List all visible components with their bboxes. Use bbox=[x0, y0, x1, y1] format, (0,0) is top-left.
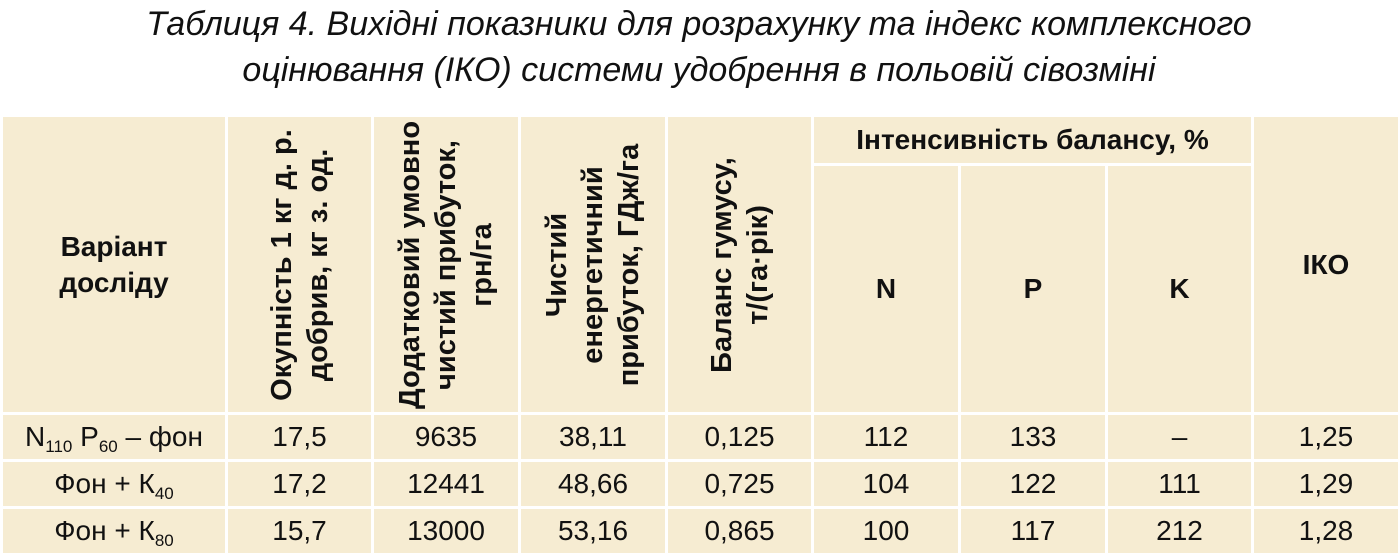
header-intensity: Інтенсивність балансу, % bbox=[813, 116, 1253, 165]
variant-cell: Фон + К40 bbox=[2, 461, 227, 508]
humus-cell: 0,865 bbox=[667, 508, 813, 555]
n-cell: 104 bbox=[813, 461, 960, 508]
header-k: K bbox=[1107, 165, 1253, 414]
profit-cell: 12441 bbox=[373, 461, 520, 508]
humus-cell: 0,725 bbox=[667, 461, 813, 508]
table-row: Фон + К80 15,7 13000 53,16 0,865 100 117… bbox=[2, 508, 1398, 555]
header-energy: Чистий енергетичний прибуток, ГДж/га bbox=[520, 116, 667, 414]
variant-cell: N110 P60 – фон bbox=[2, 414, 227, 461]
indicators-table: Варіант досліду Окупність 1 кг д. р. доб… bbox=[0, 114, 1398, 556]
k-cell: – bbox=[1107, 414, 1253, 461]
p-cell: 117 bbox=[960, 508, 1107, 555]
header-variant: Варіант досліду bbox=[2, 116, 227, 414]
energy-cell: 48,66 bbox=[520, 461, 667, 508]
energy-cell: 53,16 bbox=[520, 508, 667, 555]
energy-cell: 38,11 bbox=[520, 414, 667, 461]
variant-cell: Фон + К80 bbox=[2, 508, 227, 555]
p-cell: 122 bbox=[960, 461, 1107, 508]
iko-cell: 1,28 bbox=[1253, 508, 1398, 555]
payback-cell: 17,5 bbox=[227, 414, 373, 461]
profit-cell: 9635 bbox=[373, 414, 520, 461]
table-caption: Таблиця 4. Вихідні показники для розраху… bbox=[0, 0, 1398, 93]
caption-line-2: оцінювання (ІКО) системи удобрення в пол… bbox=[0, 47, 1398, 93]
header-row-1: Варіант досліду Окупність 1 кг д. р. доб… bbox=[2, 116, 1398, 165]
profit-cell: 13000 bbox=[373, 508, 520, 555]
payback-cell: 17,2 bbox=[227, 461, 373, 508]
n-cell: 112 bbox=[813, 414, 960, 461]
header-payback: Окупність 1 кг д. р. добрив, кг з. од. bbox=[227, 116, 373, 414]
table-row: N110 P60 – фон 17,5 9635 38,11 0,125 112… bbox=[2, 414, 1398, 461]
k-cell: 111 bbox=[1107, 461, 1253, 508]
header-p: P bbox=[960, 165, 1107, 414]
humus-cell: 0,125 bbox=[667, 414, 813, 461]
header-iko: ІКО bbox=[1253, 116, 1398, 414]
table-row: Фон + К40 17,2 12441 48,66 0,725 104 122… bbox=[2, 461, 1398, 508]
p-cell: 133 bbox=[960, 414, 1107, 461]
iko-cell: 1,29 bbox=[1253, 461, 1398, 508]
header-humus: Баланс гумусу, т/(га·рік) bbox=[667, 116, 813, 414]
n-cell: 100 bbox=[813, 508, 960, 555]
iko-cell: 1,25 bbox=[1253, 414, 1398, 461]
k-cell: 212 bbox=[1107, 508, 1253, 555]
header-profit: Додатковий умовно чистий прибуток, грн/г… bbox=[373, 116, 520, 414]
header-n: N bbox=[813, 165, 960, 414]
caption-line-1: Таблиця 4. Вихідні показники для розраху… bbox=[0, 1, 1398, 47]
payback-cell: 15,7 bbox=[227, 508, 373, 555]
